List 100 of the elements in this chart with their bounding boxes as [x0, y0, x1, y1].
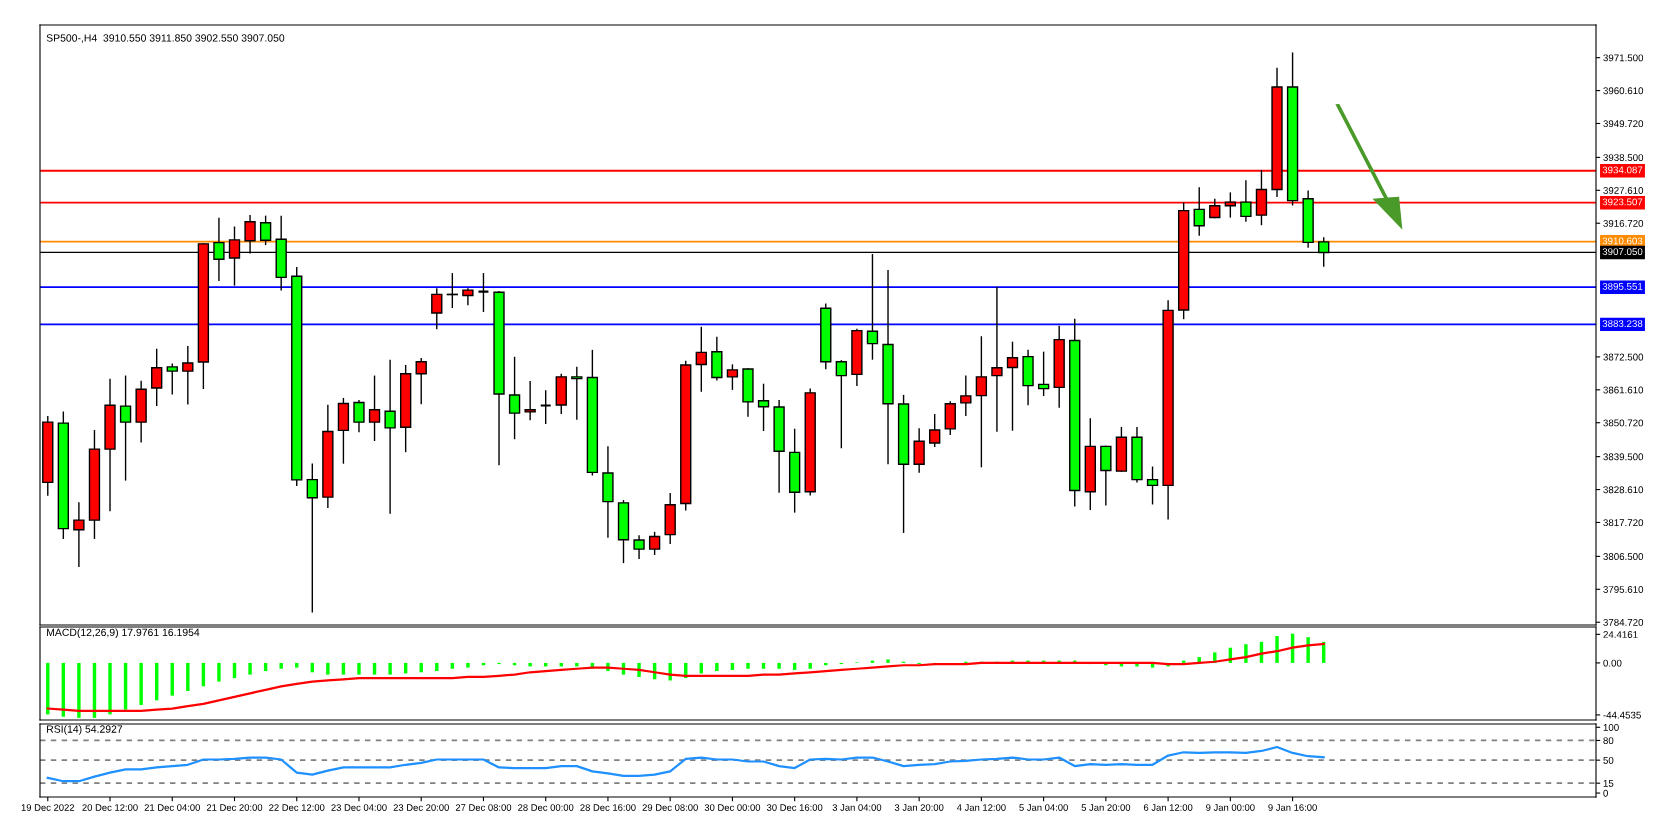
candlestick	[913, 428, 925, 473]
bar	[777, 662, 781, 669]
y-tick-label: 24.4161	[1603, 631, 1638, 638]
x-tick-label: 5 Jan 04:00	[1019, 804, 1068, 811]
candlestick	[757, 383, 770, 432]
y-tick-label: 3872.500	[1603, 353, 1644, 361]
y-tick-label: 3938.500	[1603, 154, 1644, 162]
chart-title: MACD(12,26,9) 17.9761 16.1954	[47, 628, 200, 639]
candlestick	[835, 360, 848, 449]
x-tick-label: 27 Dec 08:00	[455, 804, 512, 811]
bar	[746, 662, 750, 669]
bar	[761, 662, 766, 669]
candlestick	[462, 288, 474, 306]
bar	[279, 662, 283, 669]
bar	[357, 662, 361, 675]
candlestick	[182, 345, 194, 405]
x-tick-label: 6 Jan 12:00	[1143, 804, 1193, 811]
y-tick-label: 3828.610	[1603, 486, 1644, 494]
line-series	[46, 642, 1325, 712]
y-tick-label: 3784.720	[1603, 618, 1644, 626]
x-tick-label: 30 Dec 16:00	[766, 804, 823, 811]
y-tick-label: 3927.610	[1603, 187, 1644, 194]
x-tick-label: 19 Dec 2022	[21, 804, 75, 811]
chart-title: RSI(14) 54.2927	[47, 725, 123, 735]
y-tick-label: 3839.500	[1603, 453, 1644, 461]
x-tick-label: 30 Dec 00:00	[704, 804, 761, 811]
line-series	[46, 745, 1325, 783]
x-tick-label: 23 Dec 04:00	[331, 804, 387, 811]
candlestick	[151, 348, 163, 406]
ref-line-label: 3923.507	[1602, 198, 1643, 206]
x-tick-label: 5 Jan 20:00	[1081, 804, 1131, 811]
y-tick-label: 0	[1603, 789, 1608, 797]
candlestick	[119, 375, 132, 481]
x-tick-label: 3 Jan 20:00	[894, 804, 944, 811]
candlestick	[539, 390, 552, 425]
y-tick-label: 80	[1603, 737, 1614, 745]
y-tick-label: -44.4535	[1603, 711, 1641, 719]
ref-line-label: 3910.603	[1602, 237, 1643, 245]
bar	[466, 662, 470, 668]
x-tick-label: 29 Dec 08:00	[642, 804, 698, 811]
bar	[77, 662, 81, 718]
bar	[217, 662, 221, 682]
bar	[388, 662, 392, 675]
bar	[715, 662, 719, 672]
bar	[341, 662, 346, 675]
candlestick	[648, 531, 661, 555]
y-tick-label: 3949.720	[1603, 120, 1644, 128]
candlestick	[633, 535, 645, 559]
candlestick	[384, 359, 396, 514]
bar	[326, 662, 330, 675]
candlestick	[415, 358, 427, 405]
candlestick	[259, 215, 272, 246]
y-tick-label: 3795.610	[1603, 586, 1644, 593]
bar	[808, 662, 812, 669]
candlestick	[975, 336, 988, 468]
x-tick-label: 23 Dec 20:00	[393, 804, 449, 811]
candlestick	[368, 375, 381, 442]
candlestick	[1193, 187, 1205, 236]
bar	[108, 662, 112, 715]
x-tick-label: 9 Jan 16:00	[1268, 804, 1317, 811]
candlestick	[571, 366, 583, 420]
candlestick	[991, 286, 1003, 432]
candlestick	[306, 463, 318, 613]
bar	[528, 662, 532, 667]
text: SP500-,H4 3910.550 3911.850 3902.550 3907.050	[46, 34, 285, 43]
x-tick-label: 28 Dec 16:00	[580, 804, 636, 811]
x-tick-label: 3 Jan 04:00	[832, 804, 882, 811]
candlestick	[353, 400, 365, 433]
bar	[1275, 636, 1279, 663]
candlestick	[1006, 341, 1019, 431]
x-tick-label: 28 Dec 00:00	[518, 804, 574, 811]
candlestick	[695, 326, 707, 392]
y-tick-label: 3861.610	[1603, 386, 1644, 394]
candlestick	[960, 375, 972, 416]
bar	[372, 662, 377, 675]
ref-line-label: 3883.238	[1602, 320, 1643, 328]
bar	[575, 662, 579, 667]
candlestick	[1146, 466, 1159, 505]
y-tick-label: 3971.500	[1603, 54, 1644, 62]
bar	[295, 662, 299, 668]
y-tick-label: 15	[1603, 780, 1614, 787]
ref-line-label: 3934.087	[1602, 166, 1643, 174]
y-tick-label: 100	[1603, 724, 1619, 731]
candlestick	[726, 364, 739, 390]
candlestick	[166, 363, 178, 395]
ref-line-label: 3907.050	[1602, 248, 1643, 256]
x-tick-label: 20 Dec 12:00	[82, 804, 138, 811]
candlestick	[524, 380, 536, 421]
y-tick-label: 3850.720	[1603, 419, 1644, 427]
y-tick-label: 3960.610	[1603, 87, 1644, 95]
bar	[186, 662, 190, 691]
candlestick	[508, 356, 521, 440]
y-tick-label: 3916.720	[1603, 219, 1644, 227]
y-tick-label: 3817.720	[1603, 519, 1644, 527]
bar	[1306, 637, 1310, 663]
candlestick	[1240, 180, 1252, 222]
bar	[248, 662, 252, 675]
y-tick-label: 3806.500	[1603, 553, 1644, 560]
bar	[139, 662, 143, 706]
y-tick-label: 50	[1603, 756, 1614, 764]
